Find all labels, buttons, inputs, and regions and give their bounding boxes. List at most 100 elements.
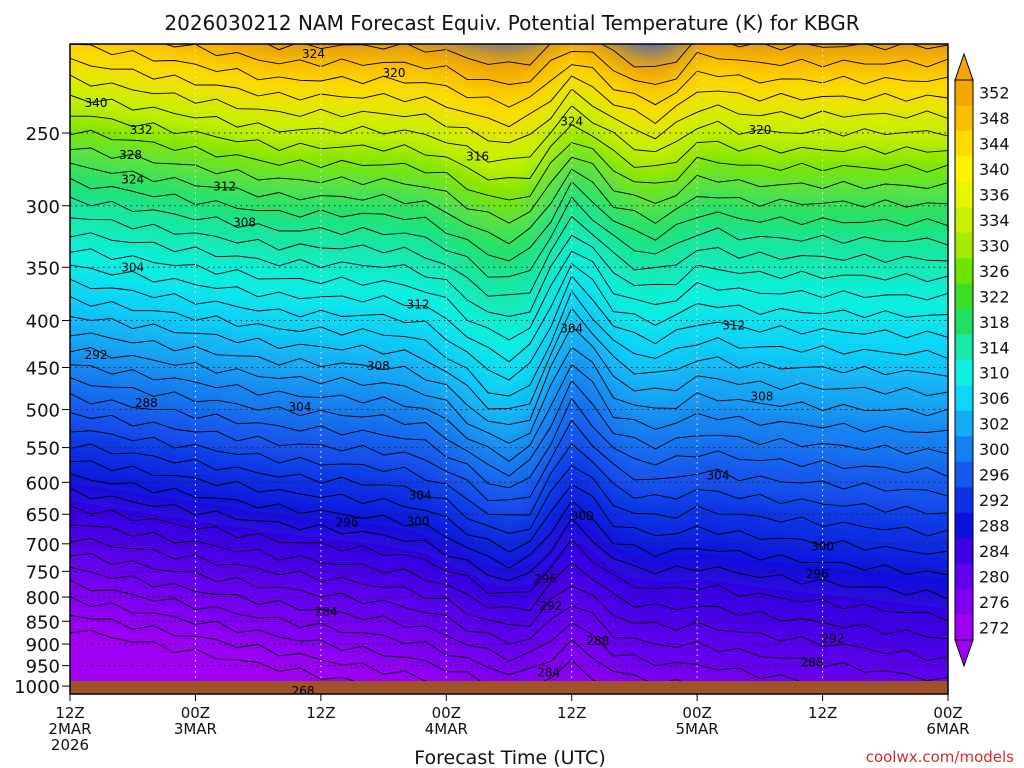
colorbar-swatch xyxy=(955,258,973,285)
colorbar-label: 318 xyxy=(979,313,1010,332)
colorbar-label: 302 xyxy=(979,415,1010,434)
contour-label: 300 xyxy=(811,540,834,554)
colorbar-arrow-bottom xyxy=(954,639,974,668)
contour-line xyxy=(70,263,948,363)
contour-line xyxy=(70,412,948,502)
colorbar-swatch xyxy=(955,130,973,157)
contour-label: 324 xyxy=(121,173,144,187)
colorbar-label: 296 xyxy=(979,466,1010,485)
x-axis-label: Forecast Time (UTC) xyxy=(414,747,605,768)
contour-label: 304 xyxy=(707,469,730,483)
contour-line xyxy=(70,215,948,297)
colorbar-swatch xyxy=(955,334,973,361)
colorbar-label: 336 xyxy=(979,186,1010,205)
colorbar-label: 280 xyxy=(979,567,1010,586)
contour-label: 292 xyxy=(85,348,108,362)
colorbar-swatch xyxy=(955,512,973,539)
y-tick-label: 500 xyxy=(26,401,60,422)
x-tick-label: 3MAR xyxy=(174,720,217,738)
contour-label: 308 xyxy=(750,390,773,404)
contour-line xyxy=(70,74,948,144)
contour-line xyxy=(70,460,948,555)
colorbar-label: 272 xyxy=(979,618,1010,637)
contour-line xyxy=(70,44,948,108)
contour-label: 296 xyxy=(534,572,557,586)
y-tick-label: 450 xyxy=(26,359,60,380)
contour-label: 296 xyxy=(336,516,359,530)
colorbar-label: 288 xyxy=(979,517,1010,536)
colorbar-swatch xyxy=(955,232,973,259)
colorbar-swatch xyxy=(955,410,973,437)
y-tick-label: 750 xyxy=(26,562,60,583)
contour-label: 288 xyxy=(586,634,609,648)
contour-label: 304 xyxy=(409,488,432,502)
contour-line xyxy=(70,473,948,576)
contour-label: 332 xyxy=(130,123,153,137)
contour-label: 320 xyxy=(748,123,771,137)
contour-line xyxy=(70,346,948,444)
contour-line xyxy=(163,44,948,85)
colorbar-label: 292 xyxy=(979,491,1010,510)
contour-line xyxy=(70,115,948,181)
y-tick-label: 250 xyxy=(26,124,60,145)
pressure-axis: 2503003504004505005506006507007508008509… xyxy=(14,124,70,698)
y-tick-label: 800 xyxy=(26,588,60,609)
colorbar-swatch xyxy=(955,589,973,616)
y-tick-label: 850 xyxy=(26,612,60,633)
contour-line xyxy=(70,162,948,245)
colorbar-swatch xyxy=(955,461,973,488)
contour-line xyxy=(70,248,948,341)
colorbar-swatch xyxy=(955,80,973,106)
contour-line xyxy=(70,524,948,640)
y-tick-label: 700 xyxy=(26,535,60,556)
colorbar-label: 276 xyxy=(979,593,1010,612)
y-tick-label: 300 xyxy=(26,197,60,218)
contour-label: 312 xyxy=(407,297,430,311)
contour-line xyxy=(70,553,948,682)
credit-text[interactable]: coolwx.com/models xyxy=(866,748,1014,766)
colorbar-label: 340 xyxy=(979,160,1010,179)
colorbar: 352 348 344 340 336 334 330 326 322 318 314 310 306 3… xyxy=(954,52,1010,668)
contour-label: 304 xyxy=(289,400,312,414)
contour-line xyxy=(70,392,948,489)
x-tick-label: 2026 xyxy=(51,736,89,754)
colorbar-label: 322 xyxy=(979,287,1010,306)
x-tick-label: 2MAR xyxy=(48,720,91,738)
contour-label: 300 xyxy=(571,509,594,523)
y-tick-label: 550 xyxy=(26,439,60,460)
contour-line xyxy=(70,377,948,477)
contour-label: 300 xyxy=(407,515,430,529)
y-tick-label: 650 xyxy=(26,505,60,526)
contour-line xyxy=(70,430,948,516)
x-tick-label: 6MAR xyxy=(926,720,969,738)
plot-frame xyxy=(69,43,949,695)
contour-label: 312 xyxy=(722,319,745,333)
y-tick-label: 400 xyxy=(26,312,60,333)
contour-line xyxy=(70,443,948,537)
colorbar-swatch xyxy=(955,614,973,641)
colorbar-label: 326 xyxy=(979,262,1010,281)
contour-line xyxy=(70,537,948,662)
contour-line xyxy=(70,614,588,694)
colorbar-swatch xyxy=(955,309,973,336)
colorbar-label: 352 xyxy=(979,84,1010,103)
colorbar-swatch xyxy=(955,385,973,412)
colorbar-label: 348 xyxy=(979,109,1010,128)
contour-lines xyxy=(70,44,948,694)
colorbar-label: 314 xyxy=(979,338,1010,357)
x-tick-label: 5MAR xyxy=(676,720,719,738)
contour-label: 296 xyxy=(806,567,829,581)
contour-label: 312 xyxy=(213,180,236,194)
colorbar-swatch xyxy=(955,563,973,590)
contour-line xyxy=(70,94,948,163)
x-tick-label: 12Z xyxy=(808,704,837,722)
contour-label: 304 xyxy=(560,321,583,335)
colorbar-swatch xyxy=(955,487,973,514)
contour-line xyxy=(70,487,948,600)
colorbar-label: 334 xyxy=(979,211,1010,230)
contour-label: 324 xyxy=(560,115,583,129)
contour-label: 308 xyxy=(367,359,390,373)
colorbar-label: 344 xyxy=(979,135,1010,154)
contour-line xyxy=(70,129,948,201)
